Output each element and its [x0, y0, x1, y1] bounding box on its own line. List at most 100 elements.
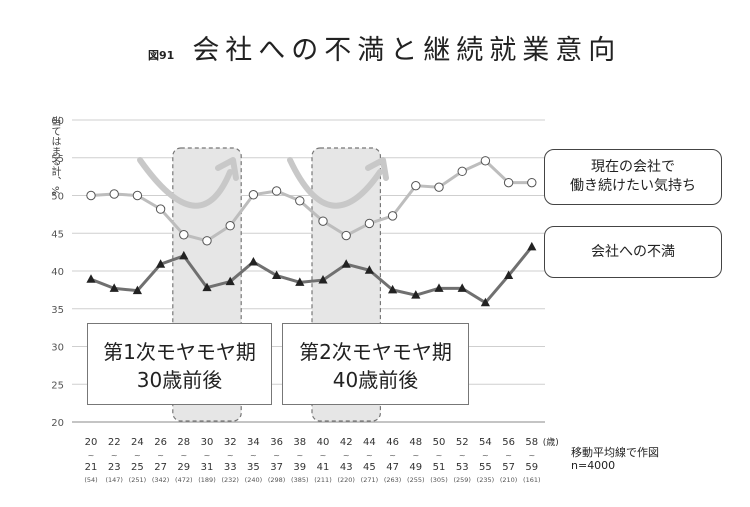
x-tick-dash: ~ — [505, 451, 512, 460]
x-tick-end: 41 — [317, 462, 330, 473]
data-point-circle — [179, 230, 189, 240]
legend-current-line2: 働き続けたい気持ち — [570, 178, 696, 194]
data-point-triangle — [202, 282, 212, 292]
data-point-triangle — [434, 283, 444, 292]
title-area: 図91 会社への不満と継続就業意向 — [148, 28, 621, 67]
x-tick-start: 46 — [386, 437, 399, 448]
x-tick-start: 30 — [201, 437, 214, 448]
data-point-triangle — [86, 274, 96, 283]
data-point-circle — [271, 186, 282, 196]
x-tick-end: 35 — [247, 462, 260, 473]
trend-arrow-2 — [287, 157, 383, 209]
x-tick-end: 27 — [154, 462, 167, 473]
data-point-circle — [202, 236, 212, 246]
y-tick-label: 55 — [51, 154, 64, 165]
data-point-circle — [503, 177, 514, 188]
trend-arrow-1 — [137, 157, 233, 209]
x-tick-count: (147) — [105, 476, 122, 484]
x-tick-end: 51 — [433, 462, 446, 473]
x-tick-count: (189) — [198, 476, 215, 484]
data-point-triangle — [295, 277, 305, 286]
x-tick-end: 29 — [177, 462, 190, 473]
data-point-circle — [341, 230, 351, 241]
x-tick-start: 42 — [340, 437, 353, 448]
phase-second-age: 40歳前後 — [332, 368, 419, 392]
data-point-circle — [527, 177, 537, 188]
x-tick-dash: ~ — [389, 451, 396, 460]
x-tick-count: (251) — [129, 476, 146, 484]
data-point-triangle — [480, 297, 490, 307]
legend-dissatisfaction-label: 会社への不満 — [591, 243, 675, 260]
y-tick-label: 40 — [51, 267, 64, 278]
x-tick-count: (232) — [221, 476, 238, 484]
chart-title: 会社への不満と継続就業意向 — [192, 35, 622, 66]
x-tick-count: (210) — [500, 476, 517, 484]
data-point-triangle — [457, 283, 467, 292]
x-tick-dash: ~ — [296, 451, 303, 460]
chart-note: 移動平均線で作図 n=4000 — [571, 446, 659, 472]
x-tick-dash: ~ — [320, 451, 327, 460]
x-tick-dash: ~ — [436, 451, 443, 460]
x-tick-end: 21 — [85, 462, 98, 473]
x-tick-start: 56 — [502, 437, 515, 448]
data-point-triangle — [132, 285, 142, 295]
data-point-triangle — [527, 241, 537, 251]
x-tick-start: 32 — [224, 437, 237, 448]
y-axis-label: 当てはまる計、% — [49, 116, 60, 196]
data-point-circle — [387, 211, 398, 221]
x-tick-end: 37 — [270, 462, 283, 473]
x-tick-start: 22 — [108, 437, 121, 448]
legend-dissatisfaction: 会社への不満 — [544, 226, 722, 278]
data-point-triangle — [504, 270, 514, 280]
x-tick-end: 45 — [363, 462, 376, 473]
x-tick-dash: ~ — [528, 451, 535, 460]
data-point-circle — [295, 196, 305, 206]
data-point-triangle — [248, 256, 258, 266]
note-method: 移動平均線で作図 — [571, 446, 659, 459]
data-point-triangle — [411, 290, 421, 299]
x-tick-count: (271) — [361, 476, 378, 484]
data-point-circle — [225, 221, 235, 231]
x-tick-start: 38 — [293, 437, 306, 448]
gridlines — [72, 119, 545, 423]
x-tick-end: 25 — [131, 462, 144, 473]
figure-number: 図91 — [148, 49, 175, 62]
data-point-circle — [480, 156, 491, 166]
x-tick-dash: ~ — [111, 451, 118, 460]
data-point-triangle — [318, 275, 328, 284]
y-tick-labels: 20 25 30 35 40 45 50 55 60 — [51, 116, 64, 429]
y-tick-label: 25 — [51, 380, 64, 391]
x-tick-start: 26 — [154, 437, 167, 448]
x-tick-count: (220) — [337, 476, 354, 484]
x-tick-count: (342) — [152, 476, 169, 484]
x-tick-end: 55 — [479, 462, 492, 473]
data-point-triangle — [364, 265, 374, 274]
data-point-triangle — [225, 276, 235, 286]
y-tick-label: 20 — [51, 418, 64, 429]
x-tick-start: 52 — [456, 437, 469, 448]
x-axis-unit: (歳) — [543, 436, 559, 448]
x-tick-end: 33 — [224, 462, 237, 473]
x-tick-count: (259) — [453, 476, 470, 484]
data-point-circle — [132, 190, 143, 201]
x-tick-start: 58 — [525, 437, 538, 448]
phase-second-title: 第2次モヤモヤ期 — [299, 340, 452, 364]
x-tick-dash: ~ — [459, 451, 466, 460]
x-tick-end: 57 — [502, 462, 515, 473]
series-line-2 — [90, 245, 533, 305]
phase-box-first: 第1次モヤモヤ期 30歳前後 — [87, 323, 272, 405]
x-tick-count: (298) — [268, 476, 285, 484]
x-tick-start: 54 — [479, 437, 492, 448]
phase-first-title: 第1次モヤモヤ期 — [103, 340, 256, 364]
data-point-circle — [457, 166, 467, 177]
x-tick-end: 53 — [456, 462, 469, 473]
data-point-circle — [248, 190, 259, 200]
x-tick-dash: ~ — [366, 451, 373, 460]
x-tick-start: 34 — [247, 437, 260, 448]
x-tick-end: 49 — [409, 462, 422, 473]
data-point-triangle — [156, 259, 166, 268]
data-point-triangle — [388, 284, 398, 294]
x-tick-count: (263) — [384, 476, 401, 484]
x-tick-end: 47 — [386, 462, 399, 473]
data-point-circle — [364, 218, 375, 229]
